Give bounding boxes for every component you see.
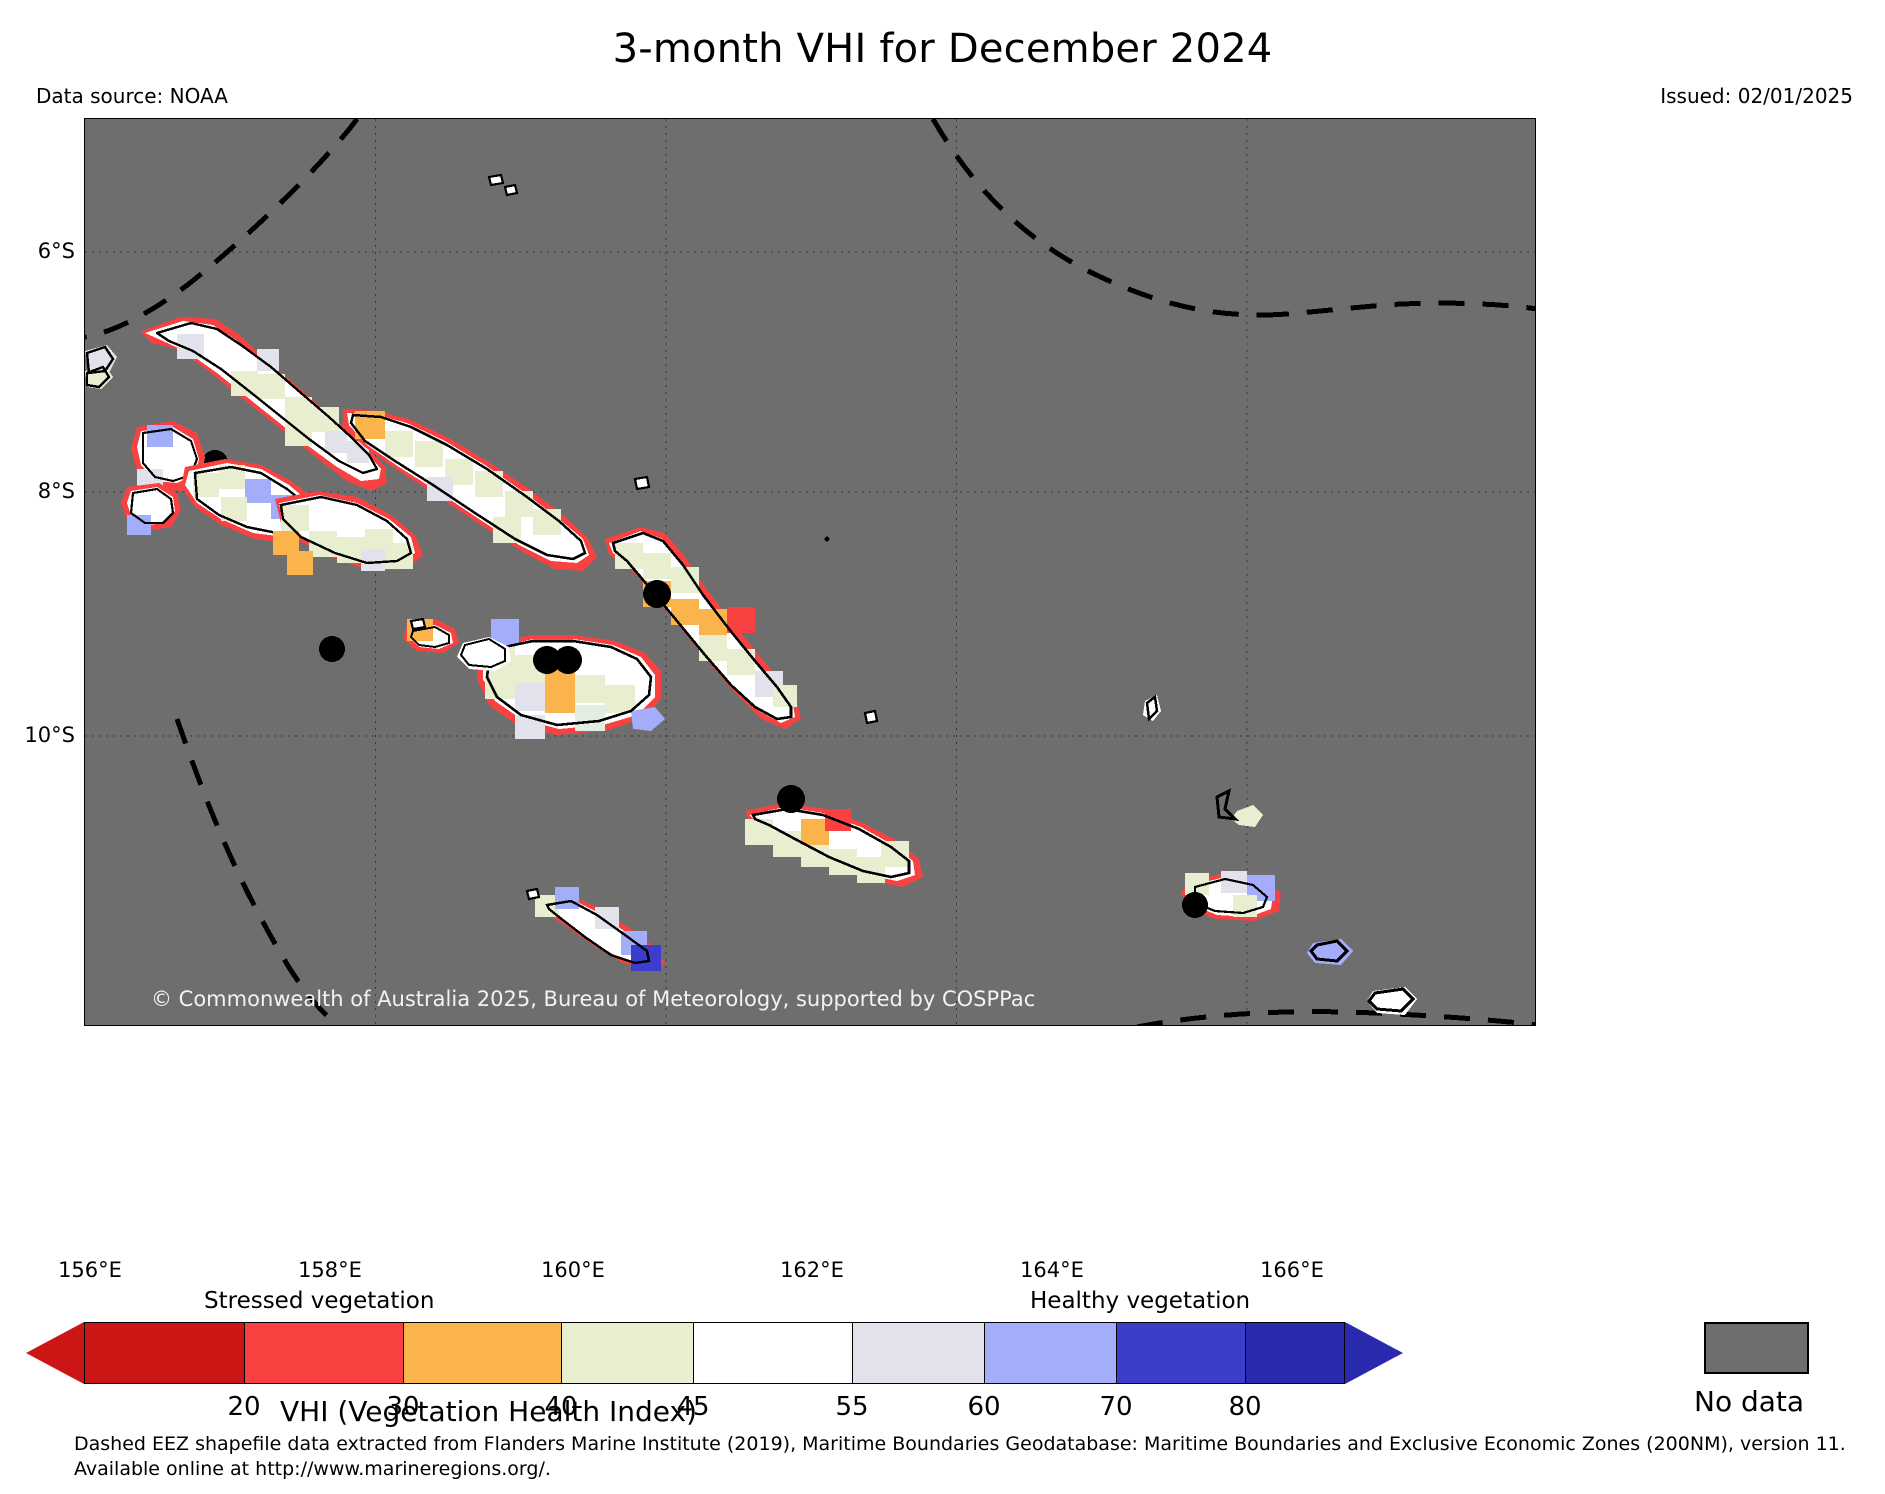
station-marker: [643, 580, 671, 608]
x-axis-tick-162E: 162°E: [780, 1258, 844, 1282]
island-choiseul: [141, 317, 387, 491]
station-marker: [533, 646, 561, 674]
colorbar-segment-45-55: [693, 1322, 852, 1384]
colorbar-segment-lt20: [84, 1322, 244, 1384]
colorbar-extend-low: [26, 1322, 84, 1384]
map-plot-area[interactable]: © Commonwealth of Australia 2025, Bureau…: [84, 118, 1536, 1026]
colorbar-segment-30-40: [403, 1322, 561, 1384]
footnote: Dashed EEZ shapefile data extracted from…: [74, 1432, 1846, 1482]
island-specks-dark: [824, 536, 830, 542]
island-makira: [745, 785, 923, 887]
colorbar-tick-45: 45: [676, 1392, 710, 1422]
colorbar-low-label: Stressed vegetation: [204, 1288, 435, 1314]
colorbar-segment-40-45: [561, 1322, 693, 1384]
footnote-line-1: Dashed EEZ shapefile data extracted from…: [74, 1433, 1846, 1455]
colorbar-tick-55: 55: [835, 1392, 869, 1422]
colorbar-segment-70-80: [1116, 1322, 1245, 1384]
page-title: 3-month VHI for December 2024: [612, 26, 1273, 72]
no-data-label: No data: [1694, 1385, 1805, 1418]
colorbar-tick-30: 30: [386, 1392, 420, 1422]
colorbar-axis-title: VHI (Vegetation Health Index): [280, 1395, 698, 1428]
island-rennell: [535, 887, 665, 971]
x-axis-tick-156E: 156°E: [58, 1258, 122, 1282]
island-temotu-group: [1143, 694, 1417, 1015]
no-data-swatch: [1704, 1322, 1809, 1374]
colorbar-segment-60-70: [984, 1322, 1116, 1384]
footnote-line-2: Available online at http://www.marinereg…: [74, 1458, 551, 1481]
island-new-georgia-group: [121, 421, 423, 662]
y-axis-tick-6S: 6°S: [37, 239, 75, 263]
colorbar-high-label: Healthy vegetation: [1030, 1288, 1251, 1314]
colorbar[interactable]: 20 30 40 45 55 60 70 80: [26, 1322, 1403, 1422]
colorbar-tick-80: 80: [1228, 1392, 1262, 1422]
colorbar-segment-55-60: [852, 1322, 984, 1384]
y-axis-tick-10S: 10°S: [24, 723, 75, 747]
island-guadalcanal: [477, 619, 665, 739]
colorbar-tick-20: 20: [227, 1392, 261, 1422]
island-specks: [409, 173, 879, 901]
colorbar-tick-70: 70: [1099, 1392, 1133, 1422]
x-axis-tick-158E: 158°E: [298, 1258, 362, 1282]
station-marker: [554, 646, 582, 674]
island-nw-corner: [85, 345, 117, 389]
island-santa-isabel: [343, 409, 597, 571]
station-marker: [1182, 892, 1208, 918]
station-marker: [777, 785, 805, 813]
eez-boundary: [85, 119, 1535, 1025]
colorbar-tick-40: 40: [544, 1392, 578, 1422]
colorbar-tick-60: 60: [967, 1392, 1001, 1422]
colorbar-segment-20-30: [244, 1322, 403, 1384]
map-attribution: © Commonwealth of Australia 2025, Bureau…: [151, 987, 1036, 1011]
issued-date-label: Issued: 02/01/2025: [1660, 84, 1853, 108]
x-axis-tick-166E: 166°E: [1260, 1258, 1324, 1282]
x-axis-tick-164E: 164°E: [1020, 1258, 1084, 1282]
colorbar-extend-high: [1345, 1322, 1403, 1384]
island-malaita: [605, 527, 801, 729]
data-source-label: Data source: NOAA: [36, 84, 228, 108]
y-axis-tick-8S: 8°S: [37, 479, 75, 503]
map-background: [85, 119, 1535, 1025]
map-canvas: [85, 119, 1535, 1025]
station-marker: [319, 636, 345, 662]
vhi-raster-layer: [85, 173, 1417, 1015]
x-axis-tick-160E: 160°E: [541, 1258, 605, 1282]
island-russell-florida: [403, 619, 511, 671]
colorbar-segment-gt80: [1245, 1322, 1345, 1384]
